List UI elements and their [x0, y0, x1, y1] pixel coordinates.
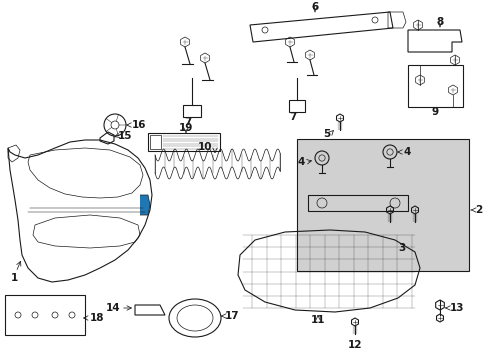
- Text: 9: 9: [430, 107, 438, 117]
- Text: 14: 14: [105, 303, 120, 313]
- Text: 16: 16: [132, 120, 146, 130]
- Text: 12: 12: [347, 340, 362, 350]
- Text: 6: 6: [311, 2, 318, 12]
- Bar: [288, 100, 305, 112]
- Text: 10: 10: [197, 142, 212, 152]
- Text: 4: 4: [402, 147, 409, 157]
- Bar: [5, 295, 85, 335]
- Text: 1: 1: [10, 273, 18, 283]
- Text: 17: 17: [224, 311, 239, 321]
- Bar: [183, 105, 201, 117]
- Text: 13: 13: [449, 303, 464, 313]
- Bar: [407, 65, 462, 107]
- Text: 4: 4: [297, 157, 305, 167]
- Text: 11: 11: [310, 315, 325, 325]
- Text: 18: 18: [90, 313, 104, 323]
- Polygon shape: [140, 195, 150, 215]
- Text: 3: 3: [398, 243, 405, 253]
- Text: 19: 19: [179, 123, 193, 133]
- Text: 7: 7: [184, 117, 191, 127]
- Text: 5: 5: [322, 129, 329, 139]
- Bar: [148, 133, 220, 151]
- FancyBboxPatch shape: [296, 139, 468, 271]
- Text: 8: 8: [435, 17, 443, 27]
- Text: 15: 15: [118, 131, 132, 141]
- Text: 7: 7: [289, 112, 296, 122]
- Bar: [307, 195, 407, 211]
- Bar: [150, 135, 161, 149]
- Text: 2: 2: [474, 205, 481, 215]
